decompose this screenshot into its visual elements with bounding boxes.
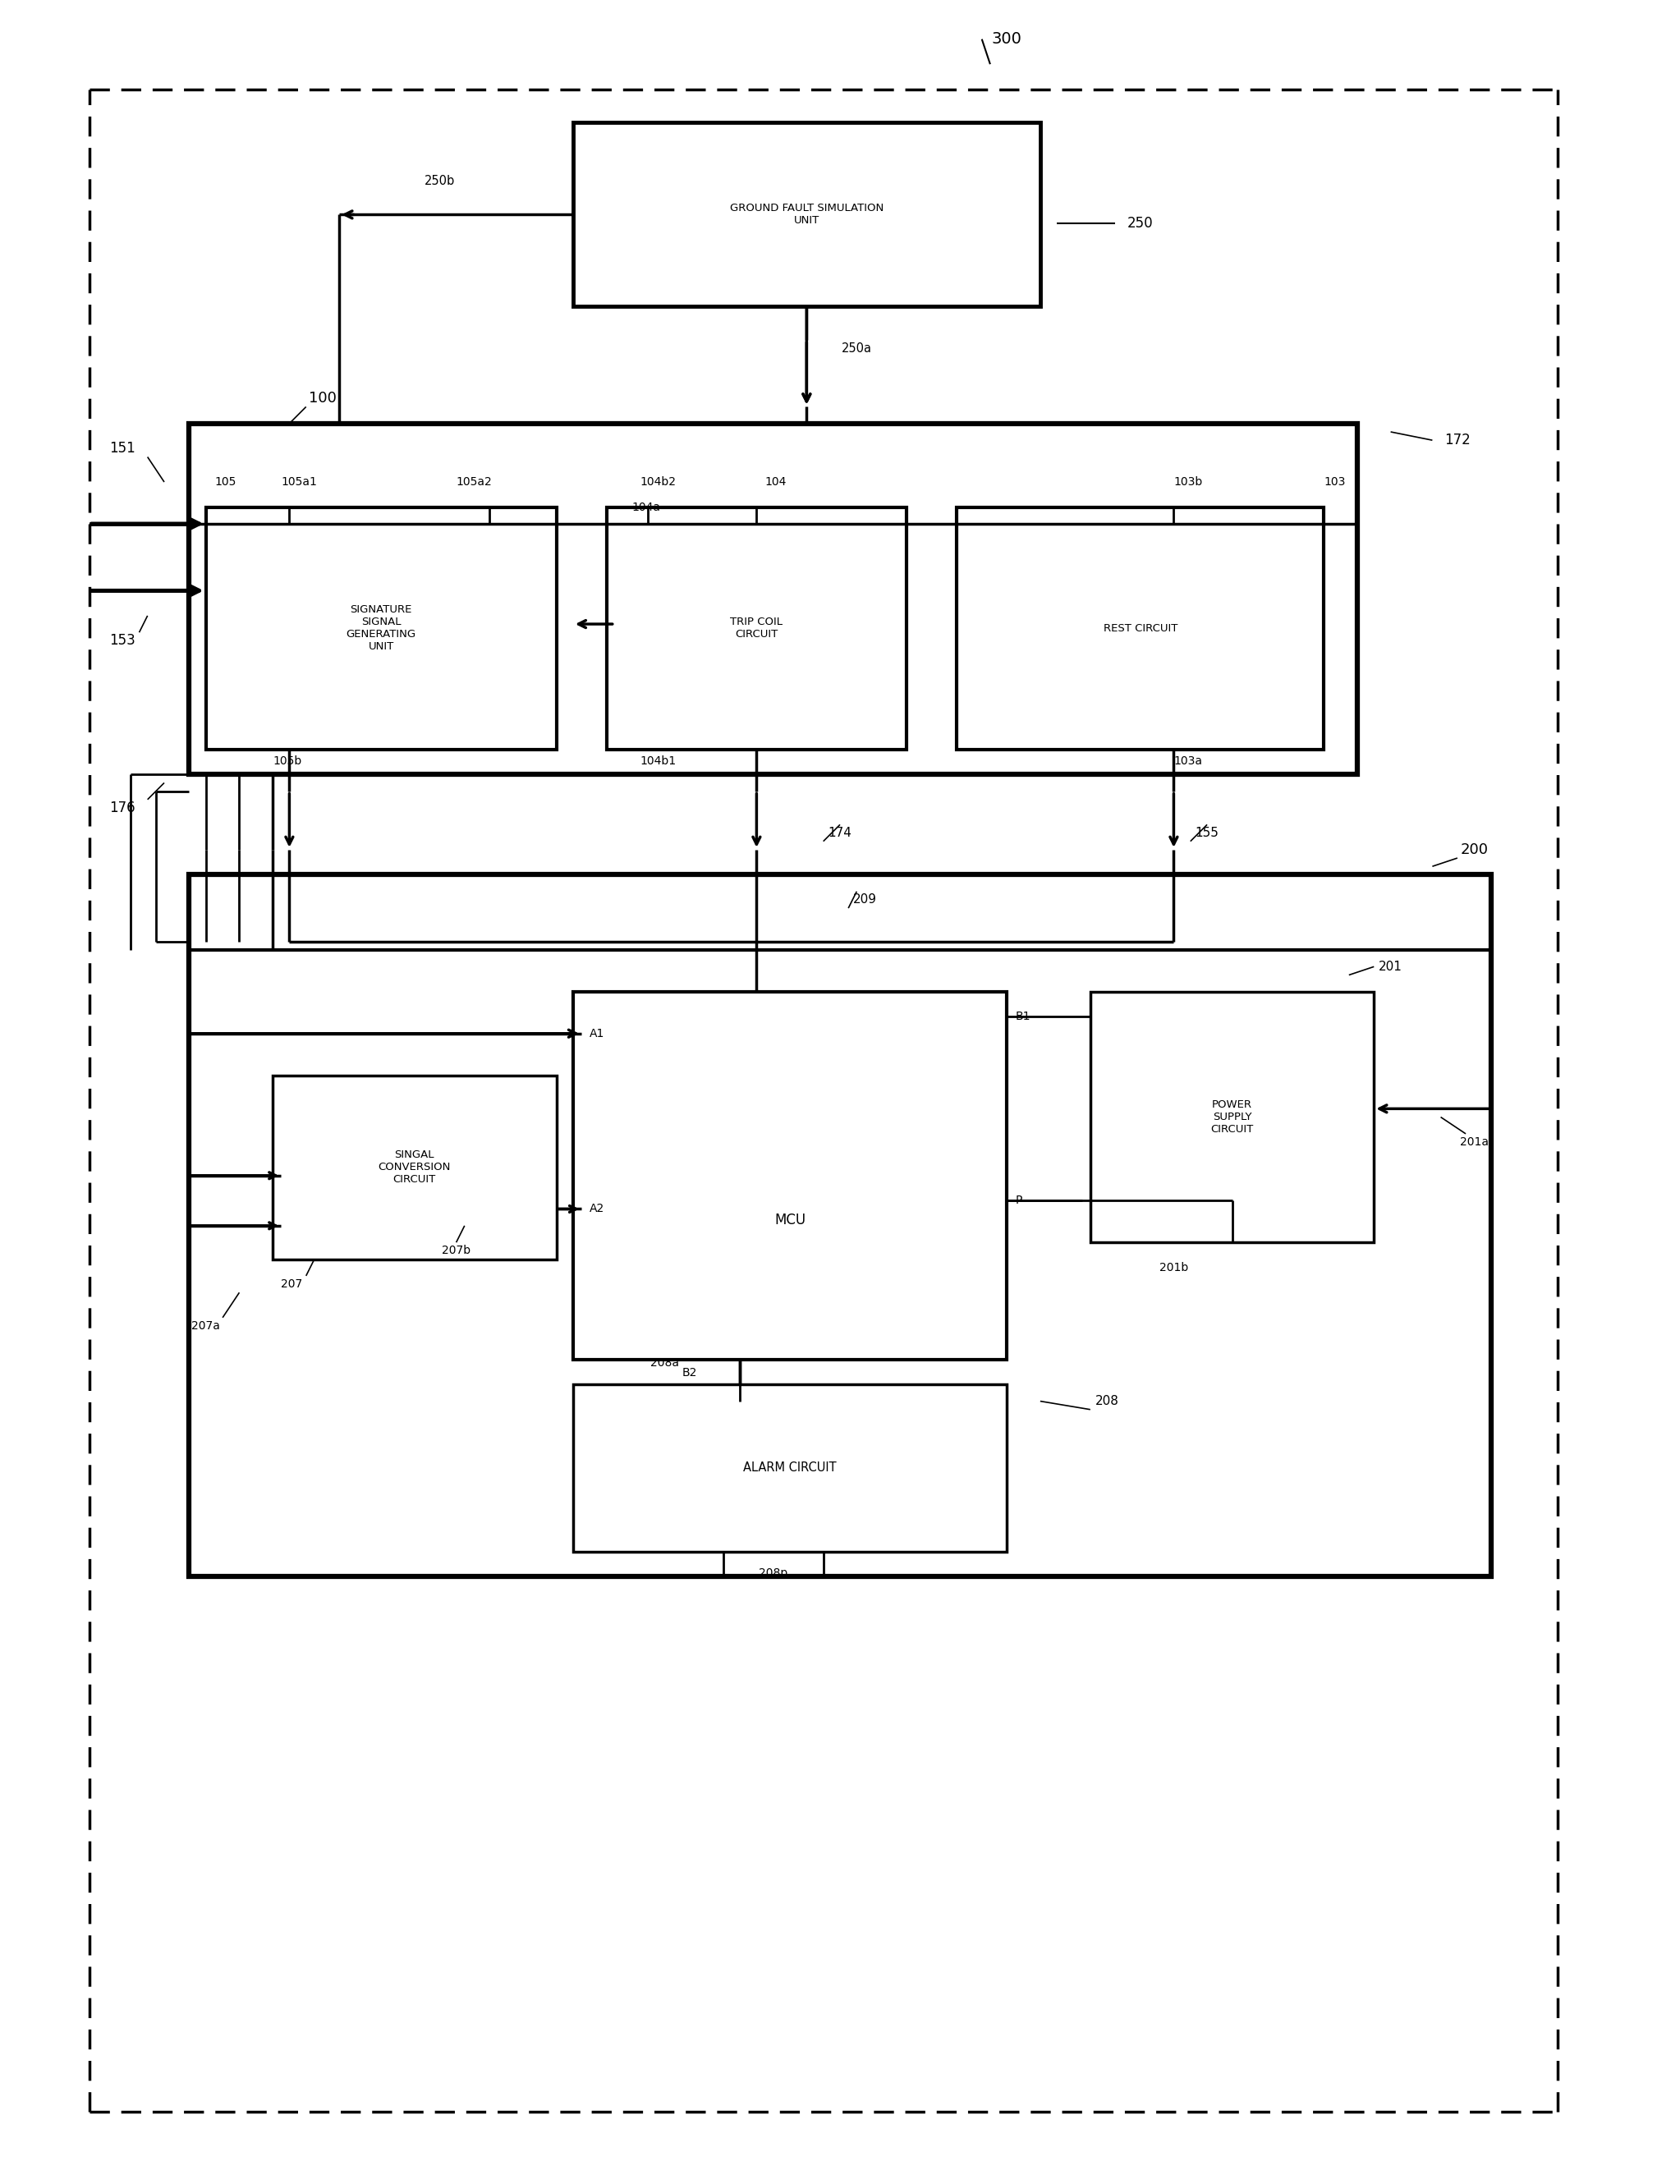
Text: SINGAL
CONVERSION
CIRCUIT: SINGAL CONVERSION CIRCUIT: [378, 1149, 450, 1186]
Text: 208p: 208p: [759, 1568, 788, 1579]
Text: P: P: [1015, 1195, 1021, 1206]
Text: SIGNATURE
SIGNAL
GENERATING
UNIT: SIGNATURE SIGNAL GENERATING UNIT: [346, 605, 417, 653]
Text: 207b: 207b: [442, 1245, 470, 1256]
Bar: [958, 507, 1324, 749]
Text: TRIP COIL
CIRCUIT: TRIP COIL CIRCUIT: [731, 616, 783, 640]
Bar: [606, 507, 907, 749]
Text: 100: 100: [309, 391, 336, 406]
Text: 104: 104: [764, 476, 786, 487]
Text: 209: 209: [853, 893, 877, 906]
Text: 201: 201: [1379, 961, 1403, 972]
Bar: [272, 1075, 556, 1260]
Text: 208: 208: [1095, 1396, 1119, 1406]
Text: B2: B2: [682, 1367, 697, 1378]
Text: 207a: 207a: [192, 1319, 220, 1332]
Text: GROUND FAULT SIMULATION
UNIT: GROUND FAULT SIMULATION UNIT: [729, 203, 884, 227]
Text: 104b1: 104b1: [640, 756, 675, 767]
Text: 105b: 105b: [272, 756, 302, 767]
Text: 151: 151: [109, 441, 136, 456]
Text: 104b2: 104b2: [640, 476, 675, 487]
Text: 250: 250: [1127, 216, 1154, 229]
Text: ALARM CIRCUIT: ALARM CIRCUIT: [743, 1461, 837, 1474]
Text: 103a: 103a: [1174, 756, 1203, 767]
Text: 103: 103: [1324, 476, 1346, 487]
Bar: [190, 876, 1490, 1577]
Bar: [190, 424, 1357, 775]
Text: 207: 207: [281, 1278, 302, 1291]
Bar: [573, 122, 1040, 306]
Text: 300: 300: [991, 31, 1021, 46]
Text: 155: 155: [1194, 828, 1220, 839]
Text: POWER
SUPPLY
CIRCUIT: POWER SUPPLY CIRCUIT: [1211, 1099, 1253, 1136]
Text: 105a1: 105a1: [281, 476, 318, 487]
Bar: [573, 992, 1006, 1358]
Text: 250a: 250a: [842, 343, 872, 354]
Text: 103b: 103b: [1174, 476, 1203, 487]
Text: A1: A1: [590, 1029, 605, 1040]
Text: 201b: 201b: [1159, 1262, 1188, 1273]
Text: A2: A2: [590, 1203, 605, 1214]
Text: 250b: 250b: [425, 175, 455, 188]
Text: 153: 153: [109, 633, 136, 649]
Text: 201a: 201a: [1460, 1136, 1488, 1149]
Text: 208a: 208a: [650, 1356, 679, 1369]
Text: 172: 172: [1445, 432, 1470, 448]
Bar: [1090, 992, 1374, 1243]
Text: 105: 105: [215, 476, 235, 487]
Bar: [207, 507, 556, 749]
Bar: [573, 1385, 1006, 1551]
Text: 176: 176: [109, 802, 136, 815]
Text: 104a: 104a: [632, 502, 660, 513]
Text: 200: 200: [1460, 843, 1488, 856]
Text: B1: B1: [1015, 1011, 1030, 1022]
Text: REST CIRCUIT: REST CIRCUIT: [1104, 622, 1178, 633]
Text: 105a2: 105a2: [457, 476, 492, 487]
Text: 174: 174: [828, 828, 852, 839]
Text: MCU: MCU: [774, 1212, 806, 1227]
